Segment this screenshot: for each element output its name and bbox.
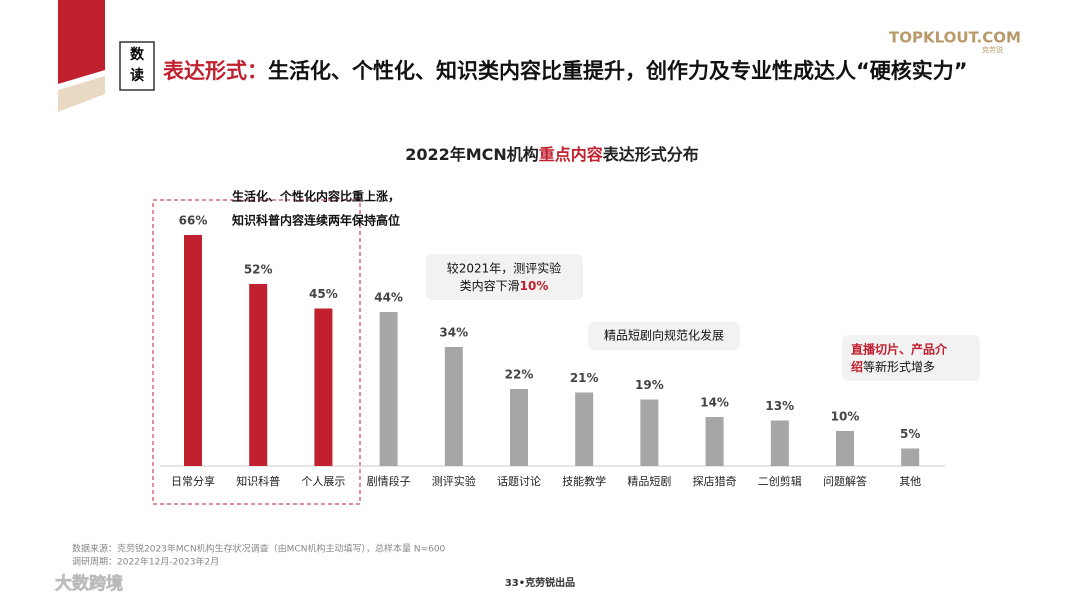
chart-title: 2022年MCN机构重点内容表达形式分布 bbox=[405, 145, 699, 164]
badge-box bbox=[119, 41, 155, 91]
decor-beige bbox=[58, 76, 105, 112]
value-label: 21% bbox=[570, 371, 599, 385]
x-tick-label: 其他 bbox=[899, 475, 921, 488]
headline-key: 表达形式： bbox=[163, 59, 268, 83]
annotation-part: 等新形式增多 bbox=[863, 359, 935, 374]
x-tick-label: 问题解答 bbox=[823, 474, 867, 488]
annotation: 类内容下滑10% bbox=[460, 278, 549, 293]
logo-sub: 克劳锐 bbox=[982, 45, 1003, 54]
annotation-part: 类内容下滑 bbox=[460, 278, 520, 293]
bar bbox=[901, 448, 920, 466]
bar bbox=[640, 399, 659, 466]
annotation: 知识科普内容连续两年保持高位 bbox=[231, 213, 400, 228]
annotation: 生活化、个性化内容比重上涨， bbox=[232, 189, 400, 204]
bar bbox=[770, 420, 789, 466]
bar bbox=[249, 284, 268, 466]
bar bbox=[184, 235, 202, 466]
x-tick-label: 剧情段子 bbox=[367, 474, 411, 488]
title-part: 2022年MCN机构 bbox=[405, 145, 539, 164]
value-label: 19% bbox=[635, 378, 664, 392]
bar bbox=[705, 417, 724, 466]
x-tick-label: 测评实验 bbox=[432, 474, 476, 488]
x-tick-label: 二创剪辑 bbox=[758, 474, 802, 488]
value-label: 44% bbox=[374, 291, 403, 305]
annotation: 较2021年，测评实验 bbox=[447, 261, 562, 276]
value-label: 10% bbox=[831, 410, 860, 424]
headline-text: 生活化、个性化、知识类内容比重提升，创作力及专业性成达人“硬核实力” bbox=[268, 59, 968, 83]
annotation-part: 绍 bbox=[851, 359, 863, 374]
x-tick-label: 话题讨论 bbox=[497, 474, 541, 488]
value-label: 34% bbox=[439, 326, 468, 340]
value-label: 22% bbox=[505, 368, 534, 382]
value-label: 5% bbox=[900, 427, 920, 441]
bar bbox=[379, 312, 398, 466]
annotation: 精品短剧向规范化发展 bbox=[604, 328, 724, 343]
bar bbox=[575, 392, 594, 466]
page-number: 33•克劳锐出品 bbox=[505, 576, 575, 589]
x-tick-label: 日常分享 bbox=[171, 474, 215, 488]
x-tick-label: 个人展示 bbox=[301, 475, 345, 488]
headline: 表达形式：生活化、个性化、知识类内容比重提升，创作力及专业性成达人“硬核实力” bbox=[163, 59, 968, 83]
x-tick-label: 知识科普 bbox=[236, 474, 280, 488]
bar bbox=[510, 389, 528, 466]
value-label: 13% bbox=[765, 399, 794, 413]
value-label: 45% bbox=[309, 287, 338, 301]
badge: 数 bbox=[130, 46, 145, 63]
value-label: 52% bbox=[244, 263, 273, 277]
source: 数据来源：克劳锐2023年MCN机构生存状况调查（由MCN机构主动填写），总样本… bbox=[72, 543, 446, 555]
title-part: 表达形式分布 bbox=[602, 145, 699, 164]
callout-box bbox=[842, 335, 980, 381]
bar bbox=[444, 347, 463, 466]
bar bbox=[836, 431, 854, 466]
highlight-box bbox=[152, 199, 361, 505]
x-tick-label: 技能教学 bbox=[562, 474, 606, 488]
bar bbox=[314, 308, 333, 466]
callout-box bbox=[426, 254, 583, 300]
value-label: 14% bbox=[700, 396, 729, 410]
x-tick-label: 精品短剧 bbox=[627, 474, 671, 488]
annotation: 绍等新形式增多 bbox=[851, 359, 935, 374]
title-part: 重点内容 bbox=[539, 145, 603, 164]
value-label: 66% bbox=[179, 214, 208, 228]
decor-red bbox=[58, 0, 105, 84]
annotation: 直播切片、产品介 bbox=[851, 342, 948, 357]
annotation-part: 10% bbox=[520, 279, 549, 293]
period: 调研周期：2022年12月-2023年2月 bbox=[72, 556, 219, 568]
callout-box bbox=[588, 322, 740, 350]
watermark: 大数跨境 bbox=[55, 573, 123, 594]
x-tick-label: 探店猎奇 bbox=[693, 474, 737, 488]
badge: 读 bbox=[130, 67, 144, 84]
logo: TOPKLOUT.COM bbox=[889, 29, 1021, 47]
